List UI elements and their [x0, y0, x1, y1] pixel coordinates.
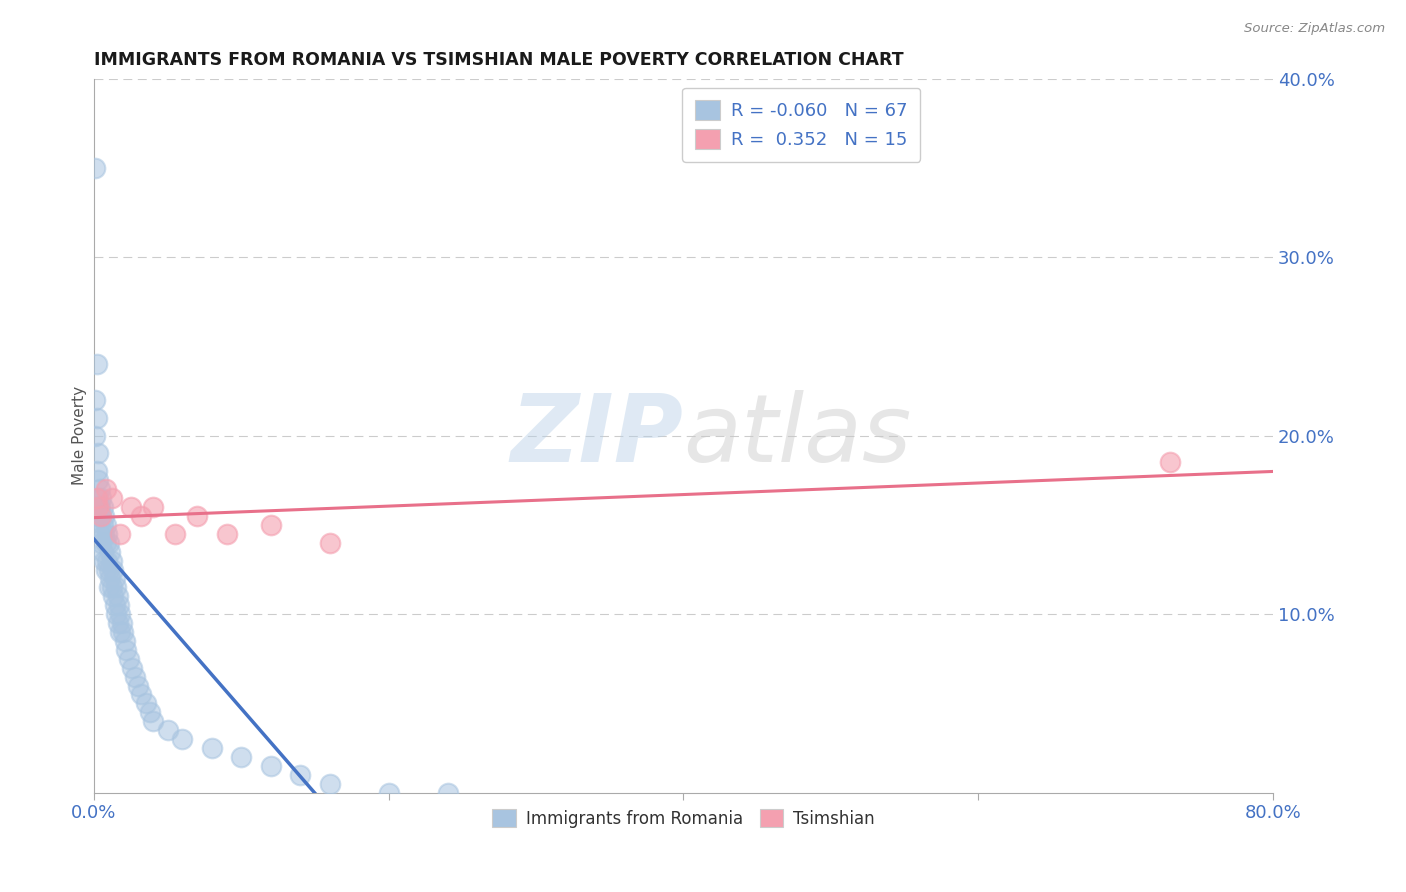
Point — [93, 526, 115, 541]
Point — [142, 714, 165, 729]
Point — [134, 697, 156, 711]
Point — [260, 517, 283, 532]
Point — [93, 508, 115, 523]
Point — [87, 446, 110, 460]
Point — [94, 517, 117, 532]
Legend: Immigrants from Romania, Tsimshian: Immigrants from Romania, Tsimshian — [485, 802, 882, 834]
Point — [84, 161, 107, 175]
Point — [91, 517, 114, 532]
Point — [319, 777, 342, 791]
Point — [436, 786, 458, 800]
Point — [129, 508, 152, 523]
Point — [96, 553, 118, 567]
Point — [121, 661, 143, 675]
Text: Source: ZipAtlas.com: Source: ZipAtlas.com — [1244, 22, 1385, 36]
Point — [87, 500, 110, 514]
Point — [120, 500, 142, 514]
Point — [110, 526, 132, 541]
Point — [114, 634, 136, 648]
Point — [101, 562, 124, 576]
Point — [89, 482, 111, 496]
Point — [105, 607, 128, 621]
Point — [93, 553, 115, 567]
Point — [86, 491, 108, 505]
Point — [139, 706, 162, 720]
Point — [97, 580, 120, 594]
Point — [112, 625, 135, 640]
Point — [142, 500, 165, 514]
Point — [98, 544, 121, 558]
Point — [231, 750, 253, 764]
Point — [91, 544, 114, 558]
Point — [97, 562, 120, 576]
Point — [86, 410, 108, 425]
Point — [186, 508, 208, 523]
Point — [91, 500, 114, 514]
Point — [201, 741, 224, 756]
Point — [94, 482, 117, 496]
Text: IMMIGRANTS FROM ROMANIA VS TSIMSHIAN MALE POVERTY CORRELATION CHART: IMMIGRANTS FROM ROMANIA VS TSIMSHIAN MAL… — [94, 51, 904, 69]
Point — [100, 580, 122, 594]
Point — [87, 473, 110, 487]
Point — [87, 508, 110, 523]
Point — [98, 571, 121, 585]
Point — [290, 768, 312, 782]
Point — [215, 526, 238, 541]
Point — [90, 508, 112, 523]
Point — [96, 526, 118, 541]
Point — [118, 652, 141, 666]
Point — [90, 491, 112, 505]
Point — [100, 553, 122, 567]
Point — [172, 732, 194, 747]
Point — [86, 464, 108, 478]
Point — [111, 615, 134, 630]
Point — [100, 491, 122, 505]
Y-axis label: Male Poverty: Male Poverty — [72, 386, 87, 485]
Point — [94, 535, 117, 549]
Point — [89, 500, 111, 514]
Text: atlas: atlas — [683, 390, 911, 481]
Point — [103, 598, 125, 612]
Point — [110, 625, 132, 640]
Point — [94, 562, 117, 576]
Point — [86, 500, 108, 514]
Point — [163, 526, 186, 541]
Point — [129, 688, 152, 702]
Point — [108, 598, 131, 612]
Point — [84, 392, 107, 407]
Point — [260, 759, 283, 773]
Point — [101, 589, 124, 603]
Point — [156, 723, 179, 738]
Text: ZIP: ZIP — [510, 390, 683, 482]
Point — [84, 428, 107, 442]
Point — [107, 589, 129, 603]
Point — [103, 571, 125, 585]
Point — [86, 357, 108, 371]
Point — [319, 535, 342, 549]
Point — [90, 535, 112, 549]
Point — [127, 679, 149, 693]
Point — [87, 491, 110, 505]
Point — [105, 580, 128, 594]
Point — [90, 508, 112, 523]
Point — [124, 670, 146, 684]
Point — [107, 615, 129, 630]
Point — [1159, 455, 1181, 469]
Point — [115, 643, 138, 657]
Point — [377, 786, 399, 800]
Point — [97, 535, 120, 549]
Point — [110, 607, 132, 621]
Point — [89, 526, 111, 541]
